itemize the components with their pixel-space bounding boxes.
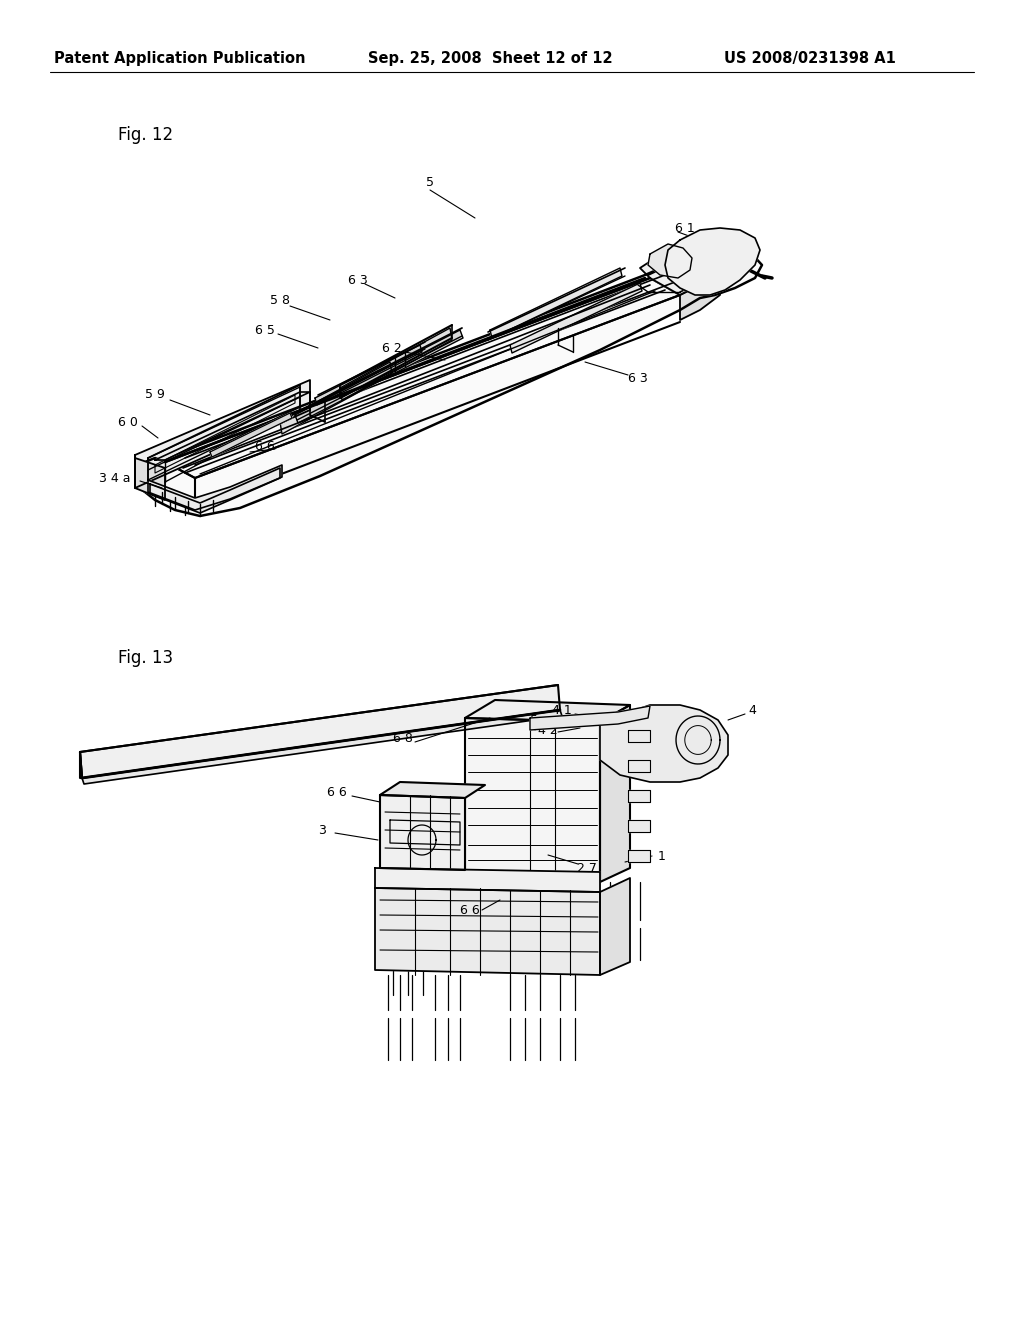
Text: 6 3: 6 3 (348, 273, 368, 286)
Polygon shape (82, 710, 562, 784)
Text: 4 2: 4 2 (539, 723, 558, 737)
Text: 3: 3 (318, 824, 326, 837)
Polygon shape (155, 392, 310, 459)
Text: Fig. 12: Fig. 12 (118, 125, 173, 144)
Text: US 2008/0231398 A1: US 2008/0231398 A1 (724, 50, 896, 66)
Polygon shape (165, 279, 680, 478)
Text: 6 2: 6 2 (382, 342, 401, 355)
Polygon shape (465, 718, 600, 882)
Polygon shape (135, 380, 310, 488)
Polygon shape (80, 685, 560, 777)
Polygon shape (150, 469, 280, 513)
Polygon shape (628, 730, 650, 742)
Polygon shape (680, 271, 720, 319)
Text: 6 0: 6 0 (118, 416, 138, 429)
Polygon shape (375, 869, 600, 892)
Polygon shape (648, 244, 692, 279)
Polygon shape (530, 706, 650, 730)
Polygon shape (665, 228, 760, 294)
Text: 4 1: 4 1 (552, 704, 571, 717)
Text: Patent Application Publication: Patent Application Publication (54, 50, 306, 66)
Polygon shape (380, 795, 465, 870)
Polygon shape (315, 345, 422, 405)
Polygon shape (510, 282, 642, 352)
Text: 5: 5 (426, 177, 434, 190)
Text: 6 1: 6 1 (675, 222, 695, 235)
Text: Fig. 13: Fig. 13 (118, 649, 173, 667)
Text: 1: 1 (658, 850, 666, 862)
Polygon shape (210, 413, 292, 457)
Text: 5: 5 (530, 714, 538, 726)
Polygon shape (628, 850, 650, 862)
Polygon shape (165, 462, 195, 507)
Text: 6 5: 6 5 (255, 323, 274, 337)
Text: 6 8: 6 8 (393, 731, 413, 744)
Text: 5 8: 5 8 (270, 294, 290, 308)
Polygon shape (628, 820, 650, 832)
Text: 5 9: 5 9 (145, 388, 165, 401)
Polygon shape (375, 888, 600, 975)
Text: 6 6: 6 6 (255, 441, 274, 454)
Polygon shape (295, 330, 463, 422)
Text: 6 3: 6 3 (628, 371, 648, 384)
Polygon shape (280, 362, 392, 434)
Text: 6 6: 6 6 (327, 787, 347, 800)
Polygon shape (600, 705, 630, 882)
Polygon shape (138, 249, 762, 516)
Polygon shape (628, 789, 650, 803)
Polygon shape (340, 327, 452, 400)
Polygon shape (148, 465, 282, 510)
Polygon shape (628, 760, 650, 772)
Text: Sep. 25, 2008  Sheet 12 of 12: Sep. 25, 2008 Sheet 12 of 12 (368, 50, 612, 66)
Text: 6 6: 6 6 (460, 903, 480, 916)
Polygon shape (135, 458, 165, 500)
Text: 4: 4 (749, 704, 756, 717)
Text: 3 4 a: 3 4 a (99, 473, 131, 486)
Polygon shape (600, 878, 630, 975)
Text: 2 7: 2 7 (578, 862, 597, 874)
Polygon shape (80, 752, 82, 777)
Polygon shape (465, 700, 630, 722)
Polygon shape (490, 268, 622, 338)
Polygon shape (380, 781, 485, 799)
Polygon shape (600, 705, 728, 781)
Polygon shape (640, 230, 750, 294)
